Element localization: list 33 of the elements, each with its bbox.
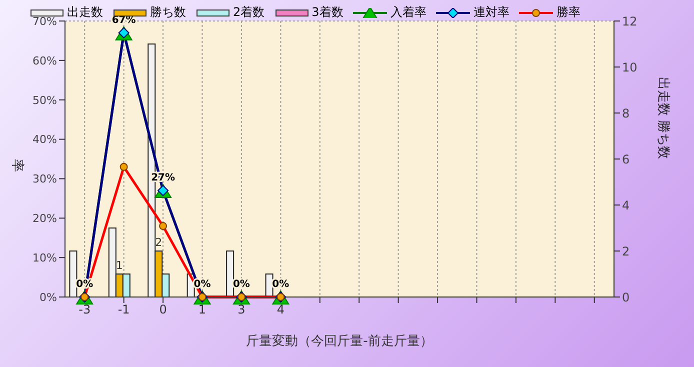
y-tick-label: 30% — [32, 172, 57, 186]
x-tick-label: -1 — [118, 302, 130, 317]
x-tick-label: 0 — [159, 302, 167, 317]
y2-tick-label: 8 — [622, 106, 630, 120]
y-tick-label: 70% — [32, 14, 57, 28]
y2-axis-title: 出走数 勝ち数 — [655, 76, 670, 159]
x-tick-label: 3 — [238, 302, 246, 317]
legend-label: 勝率 — [556, 4, 580, 21]
y-tick-label: 50% — [32, 94, 57, 107]
y2-tick-label: 4 — [622, 198, 630, 212]
y-axis-title: 率 — [9, 159, 26, 172]
legend-label: 勝ち数 — [150, 4, 186, 21]
legend-label: 3着数 — [312, 4, 344, 21]
x-tick-label: -3 — [78, 302, 91, 317]
legend-label: 出走数 — [67, 4, 103, 21]
y2-tick-label: 2 — [622, 244, 630, 258]
legend-label: 連対率 — [473, 4, 510, 21]
y2-tick-label: 12 — [622, 14, 638, 28]
x-tick-label: 1 — [198, 302, 206, 317]
x-tick-label: 4 — [276, 302, 284, 317]
legend-label: 2着数 — [233, 4, 265, 21]
y2-tick-label: 0 — [622, 290, 630, 304]
y-tick-label: 10% — [32, 251, 57, 264]
data-label: 2 — [155, 236, 162, 249]
y-tick-label: 60% — [32, 54, 57, 68]
y-tick-label: 40% — [32, 133, 57, 146]
y2-tick-label: 10 — [622, 60, 638, 74]
legend-label: 入着率 — [390, 4, 426, 21]
x-axis-title: 斤量変動（今回斤量-前走斤量） — [246, 333, 433, 349]
y-tick-label: 20% — [32, 212, 57, 226]
y2-tick-label: 6 — [622, 152, 630, 166]
y-tick-label: 0% — [40, 290, 57, 304]
data-label: 1 — [116, 259, 123, 272]
